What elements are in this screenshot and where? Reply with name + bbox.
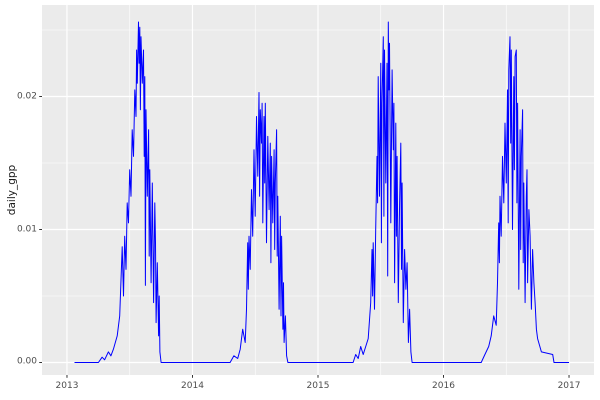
x-tick-label-2013: 2013 xyxy=(55,381,79,391)
x-tick-label-2014: 2014 xyxy=(181,381,204,391)
y-tick-label-0.00: 0.00 xyxy=(16,356,37,367)
x-tick-label-2017: 2017 xyxy=(557,381,581,391)
y-tick-label-0.01: 0.01 xyxy=(16,224,37,234)
gpp-line xyxy=(74,21,569,363)
y-tick-label-0.02: 0.02 xyxy=(16,91,37,101)
x-tick-label-2015: 2015 xyxy=(306,381,330,391)
y-axis-title: daily_gpp xyxy=(5,164,18,216)
x-tick-label-2016: 2016 xyxy=(432,381,455,391)
